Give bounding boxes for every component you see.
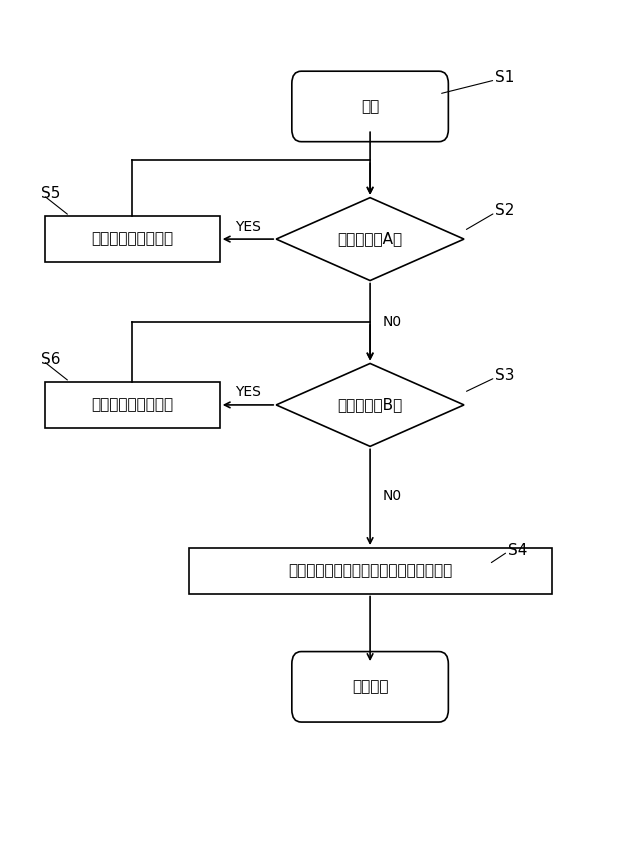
Text: S1: S1 (495, 70, 515, 85)
Text: 繰り出し速度を、所定の基準速度に設定: 繰り出し速度を、所定の基準速度に設定 (288, 563, 452, 578)
Text: 繰り出し速度を減少: 繰り出し速度を減少 (91, 397, 173, 412)
Text: S2: S2 (495, 202, 515, 217)
Polygon shape (276, 363, 464, 447)
Text: S6: S6 (42, 352, 61, 367)
Text: S5: S5 (42, 186, 61, 201)
Text: S4: S4 (508, 543, 527, 557)
FancyBboxPatch shape (189, 548, 552, 593)
Polygon shape (276, 197, 464, 281)
Text: N0: N0 (383, 315, 401, 329)
Text: YES: YES (235, 385, 261, 400)
FancyBboxPatch shape (45, 382, 220, 427)
Text: 開始: 開始 (361, 99, 380, 114)
Text: 下死点位置B？: 下死点位置B？ (337, 397, 403, 412)
FancyBboxPatch shape (45, 217, 220, 262)
FancyBboxPatch shape (292, 652, 449, 722)
Text: 繰り出し速度を増大: 繰り出し速度を増大 (91, 232, 173, 247)
Text: YES: YES (235, 220, 261, 234)
Text: 上死点位置A？: 上死点位置A？ (337, 232, 403, 247)
Text: S3: S3 (495, 368, 515, 384)
FancyBboxPatch shape (292, 71, 449, 142)
Text: N0: N0 (383, 489, 401, 503)
Text: リターン: リターン (352, 679, 388, 695)
